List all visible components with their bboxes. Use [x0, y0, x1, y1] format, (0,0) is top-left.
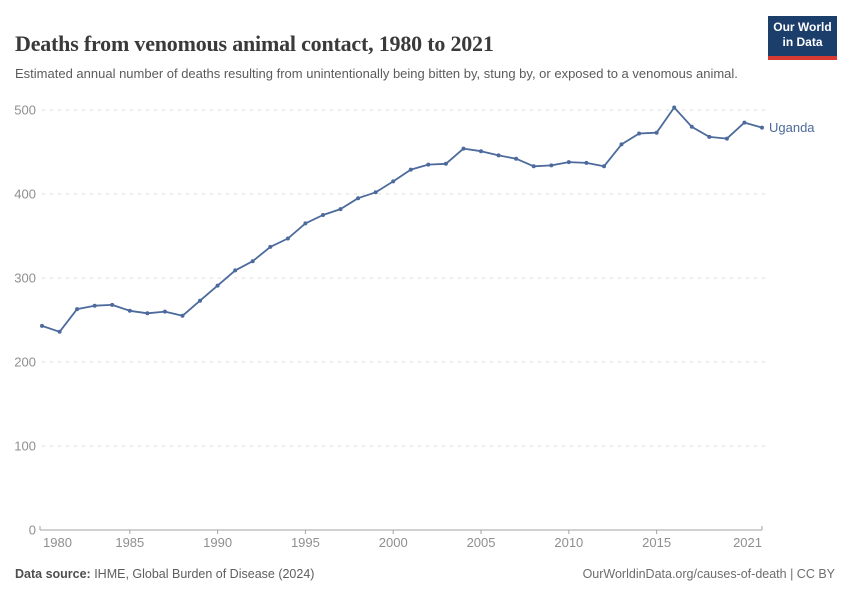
owid-logo-line1: Our World: [773, 20, 832, 34]
data-point-uganda-2000[interactable]: [391, 179, 396, 184]
x-axis-tick-label-2000: 2000: [379, 535, 408, 550]
data-point-uganda-2017[interactable]: [689, 124, 694, 129]
data-point-uganda-1990[interactable]: [215, 283, 220, 288]
x-axis-tick-label-2010: 2010: [554, 535, 583, 550]
data-point-uganda-2003[interactable]: [443, 161, 448, 166]
data-point-uganda-1996[interactable]: [321, 213, 325, 217]
data-point-uganda-1984[interactable]: [110, 302, 115, 307]
data-source-label: Data source:: [15, 567, 91, 581]
data-point-uganda-1986[interactable]: [145, 311, 150, 316]
data-point-uganda-2005[interactable]: [479, 149, 483, 154]
data-point-uganda-1991[interactable]: [233, 268, 238, 273]
y-axis-tick-label-500: 500: [14, 103, 36, 118]
y-axis-tick-label-400: 400: [14, 187, 36, 202]
data-point-uganda-1999[interactable]: [373, 190, 378, 195]
data-point-uganda-1980[interactable]: [40, 323, 44, 328]
data-point-uganda-2010[interactable]: [566, 160, 571, 165]
chart-footer: Data source: IHME, Global Burden of Dise…: [15, 567, 835, 581]
data-point-uganda-2013[interactable]: [619, 142, 624, 147]
data-point-uganda-1992[interactable]: [250, 259, 255, 264]
y-axis-tick-label-100: 100: [14, 439, 36, 454]
chart-subtitle: Estimated annual number of deaths result…: [15, 66, 738, 81]
data-point-uganda-2001[interactable]: [408, 167, 413, 172]
data-point-uganda-2021[interactable]: [760, 125, 764, 130]
data-point-uganda-2012[interactable]: [602, 164, 606, 169]
data-point-uganda-2007[interactable]: [514, 156, 519, 161]
x-axis-tick-label-1995: 1995: [291, 535, 320, 550]
data-point-uganda-2004[interactable]: [461, 146, 466, 151]
owid-logo-line2: in Data: [782, 35, 823, 49]
data-point-uganda-1988[interactable]: [180, 313, 185, 318]
data-point-uganda-1997[interactable]: [338, 207, 343, 212]
license-credit-link[interactable]: OurWorldinData.org/causes-of-death | CC …: [582, 567, 835, 581]
data-point-uganda-2009[interactable]: [549, 163, 554, 168]
x-axis-tick-label-2015: 2015: [642, 535, 671, 550]
y-axis-tick-label-300: 300: [14, 271, 36, 286]
data-source-text: IHME, Global Burden of Disease (2024): [90, 567, 315, 581]
series-label-uganda[interactable]: Uganda: [769, 120, 815, 135]
y-axis-tick-label-0: 0: [29, 523, 36, 538]
data-point-uganda-1995[interactable]: [303, 221, 308, 226]
y-axis-tick-label-200: 200: [14, 355, 36, 370]
data-point-uganda-2020[interactable]: [742, 120, 747, 125]
data-point-uganda-2015[interactable]: [654, 130, 659, 135]
chart-title: Deaths from venomous animal contact, 198…: [15, 30, 494, 56]
data-point-uganda-2008[interactable]: [531, 164, 536, 169]
data-point-uganda-2002[interactable]: [426, 162, 431, 167]
data-point-uganda-2019[interactable]: [724, 136, 729, 141]
data-point-uganda-1989[interactable]: [198, 298, 202, 303]
data-source-note: Data source: IHME, Global Burden of Dise…: [15, 567, 314, 581]
x-axis-tick-label-2005: 2005: [467, 535, 496, 550]
data-point-uganda-2016[interactable]: [672, 105, 677, 110]
data-point-uganda-2014[interactable]: [637, 131, 642, 136]
line-uganda[interactable]: [41, 106, 763, 333]
data-point-uganda-1983[interactable]: [92, 303, 97, 308]
data-point-uganda-2018[interactable]: [707, 134, 712, 139]
data-point-uganda-1994[interactable]: [285, 236, 290, 241]
data-point-uganda-1987[interactable]: [162, 309, 167, 314]
data-point-uganda-2011[interactable]: [584, 160, 589, 165]
data-point-uganda-1982[interactable]: [75, 307, 80, 312]
data-point-uganda-2006[interactable]: [496, 153, 501, 158]
owid-logo[interactable]: Our World in Data: [768, 16, 837, 60]
x-axis-tick-label-1985: 1985: [115, 535, 144, 550]
data-point-uganda-1998[interactable]: [356, 196, 361, 201]
x-axis-tick-label-2021: 2021: [733, 535, 762, 550]
data-point-uganda-1985[interactable]: [127, 308, 132, 313]
data-point-uganda-1981[interactable]: [57, 329, 62, 334]
data-point-uganda-1993[interactable]: [268, 244, 273, 249]
x-axis-tick-label-1990: 1990: [203, 535, 232, 550]
x-axis-tick-label-1980: 1980: [43, 535, 72, 550]
